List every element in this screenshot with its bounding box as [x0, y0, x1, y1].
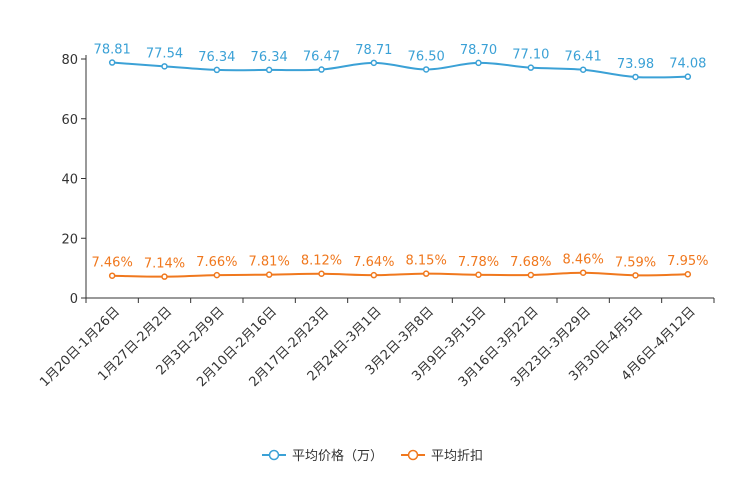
legend-label: 平均价格（万） — [292, 448, 383, 464]
data-label: 7.78% — [458, 255, 499, 270]
data-point — [161, 273, 168, 280]
data-label: 76.50 — [408, 49, 445, 64]
data-point — [213, 271, 221, 279]
axes: 0204060801月20日-1月26日1月27日-2月2日2月3日-2月9日2… — [37, 53, 715, 390]
data-label: 7.66% — [196, 255, 237, 270]
data-point — [475, 59, 482, 67]
data-label: 8.46% — [563, 253, 604, 268]
series-1: 78.81 77.54 76.34 76.34 76.47 78.71 76.50 78.70… — [94, 43, 706, 81]
data-point — [527, 271, 535, 279]
data-label: 7.14% — [144, 257, 185, 272]
legend-marker-icon — [407, 449, 419, 461]
data-point — [108, 272, 116, 279]
y-tick-label: 80 — [61, 53, 78, 68]
data-point — [318, 270, 325, 277]
data-label: 78.81 — [94, 43, 131, 58]
series-layer: 78.81 77.54 76.34 76.34 76.47 78.71 76.50 78.70… — [92, 43, 708, 280]
legend-label: 平均折扣 — [431, 449, 483, 464]
data-label: 77.10 — [512, 48, 549, 63]
data-point — [265, 271, 273, 278]
data-label: 7.46% — [92, 256, 133, 271]
data-label: 7.68% — [510, 255, 551, 270]
data-point — [632, 272, 639, 279]
data-label: 8.12% — [301, 254, 342, 269]
data-label: 74.08 — [669, 57, 706, 72]
data-point — [161, 63, 168, 70]
data-point — [265, 66, 273, 74]
data-point — [213, 66, 221, 74]
data-label: 76.34 — [251, 50, 288, 65]
data-point — [475, 271, 482, 279]
series-line — [112, 61, 688, 79]
data-point — [579, 269, 587, 276]
data-point — [318, 66, 325, 73]
data-label: 78.71 — [355, 43, 392, 58]
data-point — [684, 270, 692, 278]
data-point — [422, 66, 430, 73]
data-point — [632, 73, 639, 81]
data-label: 77.54 — [146, 46, 183, 61]
y-tick-label: 0 — [70, 292, 78, 307]
data-point — [422, 270, 430, 277]
data-label: 8.15% — [406, 254, 447, 269]
series-line — [112, 271, 688, 278]
data-point — [370, 271, 378, 279]
data-point — [108, 59, 116, 66]
data-label: 7.81% — [249, 255, 290, 270]
data-label: 78.70 — [460, 43, 497, 58]
legend-item-1: 平均价格（万） — [262, 448, 383, 464]
data-label: 7.95% — [667, 254, 708, 269]
y-tick-label: 60 — [61, 113, 78, 128]
data-point — [684, 73, 692, 80]
data-label: 7.64% — [353, 255, 394, 270]
data-label: 76.41 — [565, 50, 602, 65]
data-label: 7.59% — [615, 255, 656, 270]
legend-item-2: 平均折扣 — [401, 449, 483, 464]
data-label: 76.34 — [198, 50, 235, 65]
legend: 平均价格（万） 平均折扣 — [262, 448, 483, 464]
y-tick-label: 40 — [61, 173, 78, 188]
series-2: 7.46% 7.14% 7.66% 7.81% 8.12% 7.64% 8.15% 7.78%… — [92, 253, 708, 280]
y-tick-label: 20 — [61, 232, 78, 247]
data-label: 76.47 — [303, 50, 340, 65]
data-point — [370, 59, 378, 67]
data-label: 73.98 — [617, 57, 654, 72]
data-point — [579, 66, 587, 73]
data-point — [527, 64, 535, 71]
legend-marker-icon — [268, 449, 280, 461]
